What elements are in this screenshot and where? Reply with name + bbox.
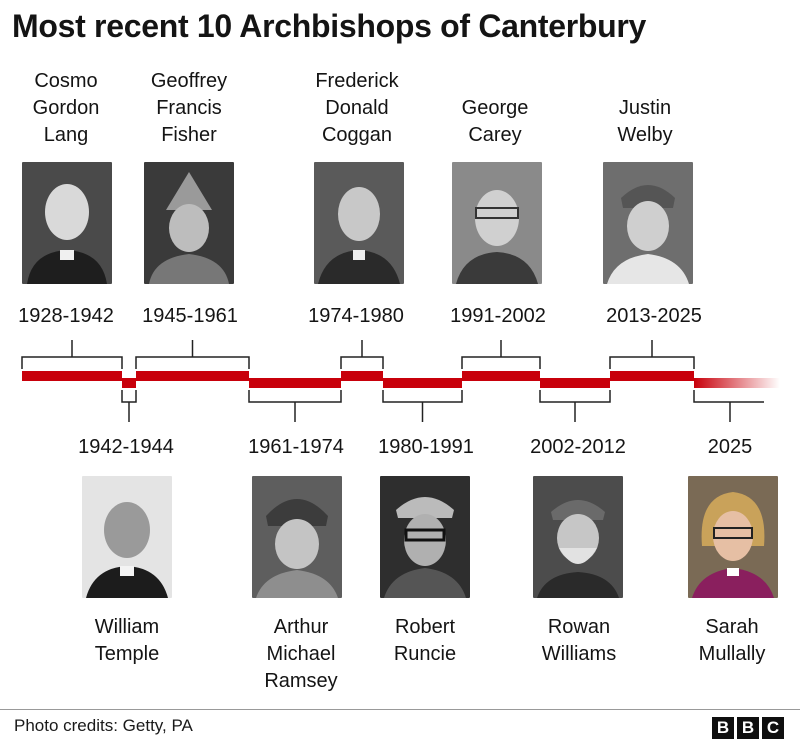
- photo-credits: Photo credits: Getty, PA: [14, 716, 193, 735]
- portrait-runcie: [380, 476, 470, 598]
- years-coggan: 1974-1980: [308, 305, 404, 327]
- portrait-lang: [22, 162, 112, 284]
- years-temple: 1942-1944: [78, 436, 174, 458]
- tenure-bracket-5: [340, 340, 384, 369]
- years-runcie: 1980-1991: [378, 436, 474, 458]
- name-lang: Cosmo Gordon Lang: [32, 70, 100, 146]
- name-williams: Rowan Williams: [541, 616, 617, 665]
- bbc-logo-letter: B: [737, 717, 759, 739]
- name-coggan: Frederick Donald Coggan: [315, 70, 399, 146]
- footer-divider: [0, 709, 800, 710]
- timeline-segment-5: [341, 371, 383, 381]
- years-ramsey: 1961-1974: [248, 436, 344, 458]
- name-runcie: Robert Runcie: [393, 616, 457, 665]
- timeline-segment-1: [22, 371, 122, 381]
- tenure-bracket-4: [248, 390, 342, 422]
- chart-title: Most recent 10 Archbishops of Canterbury: [12, 8, 647, 44]
- timeline: [21, 340, 780, 422]
- name-mullally: Sarah Mullally: [698, 616, 766, 665]
- years-carey: 1991-2002: [450, 305, 546, 327]
- bbc-logo-letter: B: [712, 717, 734, 739]
- portrait-ramsey: [252, 476, 342, 598]
- tenure-bracket-3: [135, 340, 250, 369]
- timeline-segment-9: [610, 371, 694, 381]
- timeline-segment-4: [249, 378, 341, 388]
- tenure-bracket-6: [382, 390, 463, 422]
- name-ramsey: Arthur Michael Ramsey: [264, 616, 338, 692]
- timeline-segment-7: [462, 371, 540, 381]
- bbc-logo-letter: C: [762, 717, 784, 739]
- portrait-williams: [533, 476, 623, 598]
- portrait-temple: [82, 476, 172, 598]
- name-fisher: Geoffrey Francis Fisher: [150, 70, 228, 146]
- timeline-segment-8: [540, 378, 610, 388]
- portrait-mullally: [688, 476, 778, 598]
- portrait-coggan: [314, 162, 404, 284]
- timeline-segment-10: [694, 378, 780, 388]
- tenure-bracket-1: [21, 340, 123, 369]
- tenure-bracket-8: [539, 390, 611, 422]
- timeline-segment-6: [383, 378, 462, 388]
- name-welby: Justin Welby: [617, 97, 673, 146]
- bbc-logo: B B C: [712, 717, 784, 739]
- years-mullally: 2025: [707, 436, 753, 458]
- portrait-welby: [603, 162, 693, 284]
- name-carey: George Carey: [461, 97, 529, 146]
- timeline-segment-2: [122, 378, 136, 388]
- name-temple: William Temple: [94, 616, 160, 665]
- tenure-bracket-10: [693, 390, 764, 422]
- years-fisher: 1945-1961: [142, 305, 238, 327]
- years-welby: 2013-2025: [606, 305, 702, 327]
- years-lang: 1928-1942: [18, 305, 114, 327]
- timeline-segment-3: [136, 371, 249, 381]
- tenure-bracket-2: [121, 390, 137, 422]
- portrait-fisher: [144, 162, 234, 284]
- portrait-carey: [452, 162, 542, 284]
- tenure-bracket-7: [461, 340, 541, 369]
- years-williams: 2002-2012: [530, 436, 626, 458]
- tenure-bracket-9: [609, 340, 695, 369]
